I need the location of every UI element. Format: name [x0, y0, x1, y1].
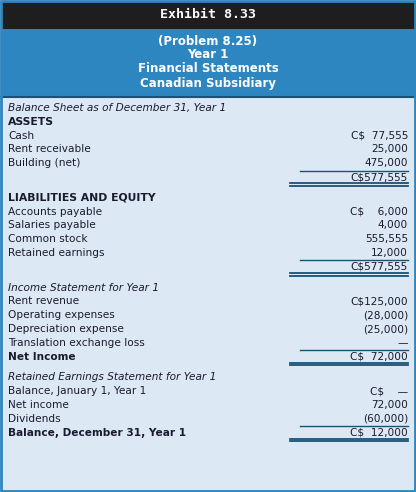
Bar	[1, 97, 415, 491]
Text: C$577,555: C$577,555	[351, 172, 408, 182]
Text: C$125,000: C$125,000	[350, 296, 408, 307]
Text: C$    6,000: C$ 6,000	[350, 207, 408, 216]
Text: Net Income: Net Income	[8, 352, 76, 362]
Text: (28,000): (28,000)	[363, 310, 408, 320]
Text: Depreciation expense: Depreciation expense	[8, 324, 124, 334]
Text: Exhibit 8.33: Exhibit 8.33	[160, 8, 256, 22]
Text: Balance, December 31, Year 1: Balance, December 31, Year 1	[8, 428, 186, 437]
Text: C$  77,555: C$ 77,555	[351, 130, 408, 141]
Text: Common stock: Common stock	[8, 234, 87, 244]
Text: Dividends: Dividends	[8, 414, 61, 424]
Text: Cash: Cash	[8, 130, 34, 141]
Bar	[1, 29, 415, 97]
Text: (25,000): (25,000)	[363, 324, 408, 334]
Bar	[1, 1, 415, 29]
Text: 12,000: 12,000	[371, 248, 408, 258]
Text: 555,555: 555,555	[365, 234, 408, 244]
Text: Balance, January 1, Year 1: Balance, January 1, Year 1	[8, 386, 146, 396]
Text: Canadian Subsidiary: Canadian Subsidiary	[140, 76, 276, 90]
Text: 72,000: 72,000	[371, 400, 408, 410]
Text: Retained earnings: Retained earnings	[8, 248, 104, 258]
Text: Accounts payable: Accounts payable	[8, 207, 102, 216]
Text: —: —	[398, 338, 408, 348]
Text: Building (net): Building (net)	[8, 158, 80, 168]
Text: (60,000): (60,000)	[363, 414, 408, 424]
Text: Balance Sheet as of December 31, Year 1: Balance Sheet as of December 31, Year 1	[8, 103, 226, 113]
Text: Retained Earnings Statement for Year 1: Retained Earnings Statement for Year 1	[8, 372, 216, 382]
Text: Translation exchange loss: Translation exchange loss	[8, 338, 145, 348]
Text: Financial Statements: Financial Statements	[138, 62, 278, 75]
Text: C$577,555: C$577,555	[351, 262, 408, 272]
Text: (Problem 8.25): (Problem 8.25)	[158, 34, 258, 48]
Text: Operating expenses: Operating expenses	[8, 310, 115, 320]
Text: 4,000: 4,000	[378, 220, 408, 230]
Text: C$    —: C$ —	[370, 386, 408, 396]
Text: C$  12,000: C$ 12,000	[350, 428, 408, 437]
Text: 475,000: 475,000	[364, 158, 408, 168]
Text: Income Statement for Year 1: Income Statement for Year 1	[8, 282, 159, 293]
Text: Rent receivable: Rent receivable	[8, 144, 91, 154]
Text: Rent revenue: Rent revenue	[8, 296, 79, 307]
Text: LIABILITIES AND EQUITY: LIABILITIES AND EQUITY	[8, 193, 156, 203]
Text: ASSETS: ASSETS	[8, 117, 54, 127]
Text: Net income: Net income	[8, 400, 69, 410]
Text: Year 1: Year 1	[187, 49, 229, 62]
Text: Salaries payable: Salaries payable	[8, 220, 96, 230]
Text: 25,000: 25,000	[371, 144, 408, 154]
Text: C$  72,000: C$ 72,000	[350, 352, 408, 362]
